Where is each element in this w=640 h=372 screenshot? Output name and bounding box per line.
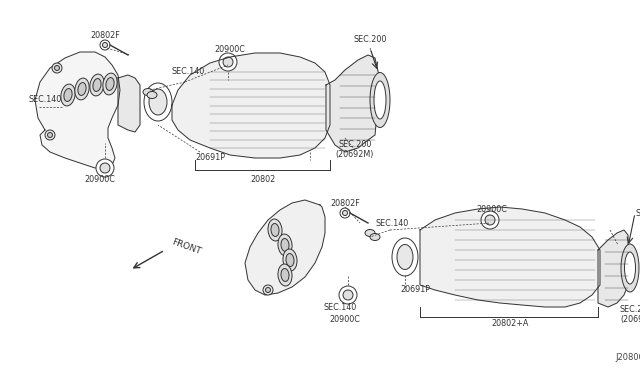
Circle shape bbox=[481, 211, 499, 229]
Ellipse shape bbox=[149, 89, 167, 115]
Circle shape bbox=[47, 132, 52, 138]
Ellipse shape bbox=[271, 224, 279, 237]
Ellipse shape bbox=[144, 83, 172, 121]
Ellipse shape bbox=[283, 249, 297, 271]
Circle shape bbox=[343, 290, 353, 300]
Circle shape bbox=[54, 65, 60, 71]
Text: SEC.200
(20692M): SEC.200 (20692M) bbox=[620, 305, 640, 324]
Text: 20691P: 20691P bbox=[400, 285, 430, 295]
Circle shape bbox=[266, 288, 271, 292]
Ellipse shape bbox=[106, 77, 114, 90]
Ellipse shape bbox=[64, 89, 72, 102]
Text: FRONT: FRONT bbox=[170, 238, 202, 256]
Ellipse shape bbox=[93, 78, 101, 92]
Circle shape bbox=[219, 53, 237, 71]
Ellipse shape bbox=[75, 78, 89, 100]
Circle shape bbox=[45, 130, 55, 140]
Ellipse shape bbox=[370, 73, 390, 128]
Circle shape bbox=[100, 163, 110, 173]
Text: 20802F: 20802F bbox=[90, 31, 120, 39]
Polygon shape bbox=[326, 55, 380, 152]
Ellipse shape bbox=[78, 83, 86, 96]
Polygon shape bbox=[35, 52, 120, 168]
Ellipse shape bbox=[365, 230, 375, 237]
Text: SEC.140: SEC.140 bbox=[323, 302, 356, 311]
Ellipse shape bbox=[621, 244, 639, 292]
Text: 20802: 20802 bbox=[250, 176, 276, 185]
Ellipse shape bbox=[61, 84, 75, 106]
Text: 20900C: 20900C bbox=[330, 315, 360, 324]
Circle shape bbox=[485, 215, 495, 225]
Circle shape bbox=[96, 159, 114, 177]
Ellipse shape bbox=[281, 238, 289, 251]
Circle shape bbox=[52, 63, 62, 73]
Text: 20900C: 20900C bbox=[477, 205, 508, 214]
Circle shape bbox=[263, 285, 273, 295]
Ellipse shape bbox=[147, 92, 157, 99]
Text: SEC.140: SEC.140 bbox=[172, 67, 205, 77]
Text: SEC.200: SEC.200 bbox=[635, 208, 640, 218]
Ellipse shape bbox=[392, 238, 418, 276]
Polygon shape bbox=[172, 53, 330, 158]
Circle shape bbox=[100, 40, 110, 50]
Text: 20900C: 20900C bbox=[84, 176, 115, 185]
Circle shape bbox=[342, 211, 348, 215]
Ellipse shape bbox=[397, 244, 413, 269]
Text: SEC.140: SEC.140 bbox=[376, 218, 408, 228]
Polygon shape bbox=[420, 207, 600, 307]
Ellipse shape bbox=[281, 269, 289, 282]
Ellipse shape bbox=[374, 81, 386, 119]
Polygon shape bbox=[598, 230, 628, 307]
Text: SEC.200
(20692M): SEC.200 (20692M) bbox=[336, 140, 374, 159]
Text: 20900C: 20900C bbox=[214, 45, 245, 55]
Text: 20802F: 20802F bbox=[330, 199, 360, 208]
Ellipse shape bbox=[268, 219, 282, 241]
Text: 20802+A: 20802+A bbox=[492, 318, 529, 327]
Text: J2080067: J2080067 bbox=[615, 353, 640, 362]
Ellipse shape bbox=[143, 89, 153, 96]
Ellipse shape bbox=[370, 234, 380, 241]
Text: 20691P: 20691P bbox=[195, 154, 225, 163]
Circle shape bbox=[223, 57, 233, 67]
Ellipse shape bbox=[278, 234, 292, 256]
Circle shape bbox=[339, 286, 357, 304]
Ellipse shape bbox=[286, 253, 294, 266]
Circle shape bbox=[102, 42, 108, 48]
Ellipse shape bbox=[103, 73, 117, 95]
Ellipse shape bbox=[625, 252, 636, 284]
Ellipse shape bbox=[278, 264, 292, 286]
Polygon shape bbox=[118, 75, 140, 132]
Circle shape bbox=[340, 208, 350, 218]
Polygon shape bbox=[245, 200, 325, 295]
Text: SEC.140: SEC.140 bbox=[28, 96, 61, 105]
Text: SEC.200: SEC.200 bbox=[353, 35, 387, 45]
Ellipse shape bbox=[90, 74, 104, 96]
